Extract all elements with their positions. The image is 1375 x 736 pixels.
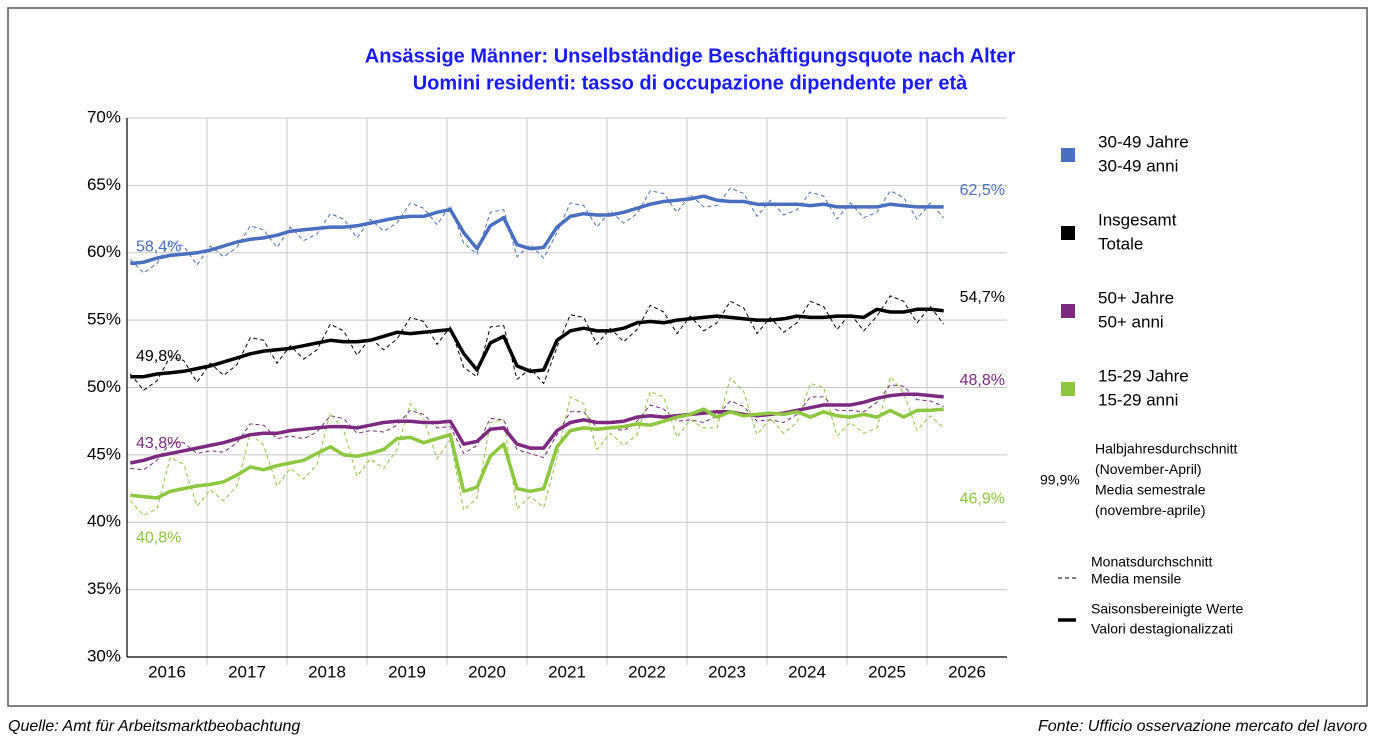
y-tick-label: 70% (87, 107, 121, 126)
start-label: 43,8% (136, 435, 181, 452)
y-tick-label: 50% (87, 377, 121, 396)
legend-label: 50+ Jahre (1098, 288, 1174, 307)
legend-sample: 99,9% (1040, 472, 1080, 488)
adjusted-line (130, 194, 944, 266)
y-tick-label: 55% (87, 310, 121, 329)
x-tick-label: 2017 (228, 662, 266, 681)
x-tick-label: 2016 (148, 662, 186, 681)
legend-label: (November-April) (1095, 461, 1202, 477)
start-label: 40,8% (136, 530, 181, 547)
monthly-line (129, 187, 945, 274)
legend-label: 15-29 Jahre (1098, 366, 1189, 385)
source: Fonte: Ufficio osservazione mercato del … (1038, 718, 1367, 735)
x-tick-label: 2021 (548, 662, 586, 681)
adjusted-line (130, 407, 944, 500)
legend-swatch (1061, 382, 1075, 396)
legend-label: (novembre-aprile) (1095, 502, 1205, 518)
legend-label: 15-29 anni (1098, 390, 1178, 409)
monthly-line (129, 376, 945, 516)
legend-label: Saisonsbereinigte Werte (1091, 601, 1243, 617)
y-tick-label: 60% (87, 242, 121, 261)
y-tick-label: 40% (87, 512, 121, 531)
legend-label: Media mensile (1091, 571, 1181, 587)
legend-label: Media semestrale (1095, 482, 1206, 498)
x-tick-label: 2022 (628, 662, 666, 681)
end-label: 46,9% (960, 490, 1005, 507)
legend-swatch (1061, 148, 1075, 162)
x-tick-label: 2024 (788, 662, 826, 681)
adjusted-line (129, 392, 944, 465)
x-tick-label: 2023 (708, 662, 746, 681)
y-tick-label: 35% (87, 579, 121, 598)
legend-label: 30-49 Jahre (1098, 132, 1189, 151)
monthly-line (129, 295, 945, 391)
legend-label: Insgesamt (1098, 210, 1177, 229)
legend-label: Totale (1098, 234, 1143, 253)
legend-label: 50+ anni (1098, 312, 1164, 331)
x-tick-label: 2026 (948, 662, 986, 681)
monthly-line (130, 384, 944, 471)
y-tick-label: 65% (87, 175, 121, 194)
legend-label: Monatsdurchschnitt (1091, 554, 1213, 570)
source: Quelle: Amt für Arbeitsmarktbeobachtung (8, 718, 300, 735)
start-label: 58,4% (136, 239, 181, 256)
legend-label: Halbjahresdurchschnitt (1095, 441, 1238, 457)
legend-label: Valori destagionalizzati (1091, 621, 1233, 637)
legend-label: 30-49 anni (1098, 156, 1178, 175)
y-tick-label: 45% (87, 444, 121, 463)
x-tick-label: 2019 (388, 662, 426, 681)
end-label: 62,5% (960, 182, 1005, 199)
end-label: 54,7% (960, 289, 1005, 306)
chart-subtitle: Uomini residenti: tasso di occupazione d… (413, 72, 968, 94)
frame (7, 7, 1368, 707)
legend-swatch (1061, 226, 1075, 240)
chart-title: Ansässige Männer: Unselbständige Beschäf… (365, 45, 1016, 67)
x-tick-label: 2018 (308, 662, 346, 681)
x-tick-label: 2020 (468, 662, 506, 681)
end-label: 48,8% (960, 372, 1005, 389)
start-label: 49,8% (136, 348, 181, 365)
legend-swatch (1061, 304, 1075, 318)
adjusted-line (130, 307, 944, 379)
x-tick-label: 2025 (868, 662, 906, 681)
y-tick-label: 30% (87, 646, 121, 665)
